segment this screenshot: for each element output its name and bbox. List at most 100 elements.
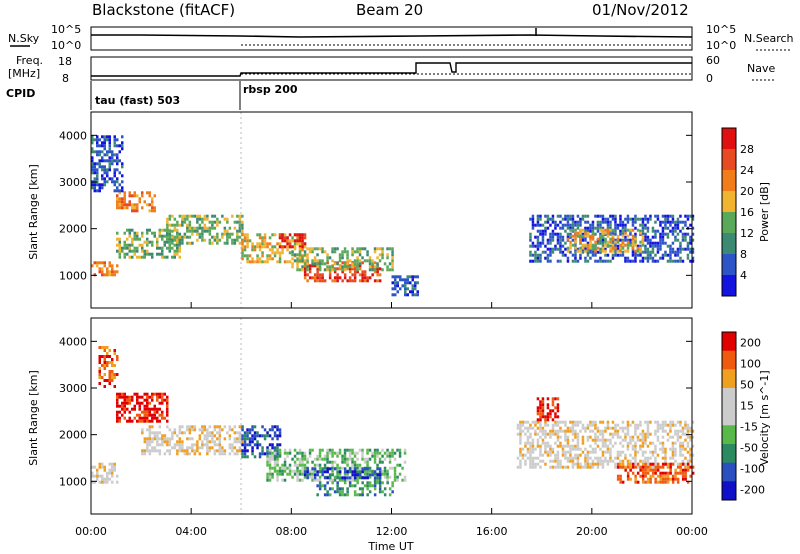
power-cell-10 [561, 226, 565, 230]
power-cell-2 [146, 191, 149, 195]
power-cell-1 [131, 240, 134, 244]
power-cell-10 [644, 247, 647, 251]
velocity-cell-9 [556, 409, 560, 413]
power-cell-4 [206, 214, 209, 218]
velocity-cell-5 [371, 454, 374, 458]
power-cell-10 [569, 217, 572, 221]
velocity-cell-10 [669, 471, 672, 475]
velocity-cell-8 [519, 465, 522, 469]
velocity-cell-8 [661, 447, 665, 451]
power-cell-8 [361, 247, 364, 251]
velocity-cell-5 [383, 466, 387, 470]
velocity-cell-5 [386, 448, 389, 452]
velocity-cell-5 [331, 460, 334, 464]
velocity-cell-0 [106, 480, 109, 484]
velocity-cell-2 [148, 407, 151, 411]
power-cell-10 [636, 217, 640, 221]
power-cell-9 [394, 287, 397, 291]
power-cell-10 [541, 238, 545, 242]
power-cell-4 [181, 217, 184, 221]
power-cell-10 [549, 241, 552, 245]
power-cell-10 [566, 217, 570, 221]
power-cell-10 [561, 217, 565, 221]
power-cell-8 [346, 250, 349, 254]
power-cell-10 [676, 259, 680, 263]
power-cell-10 [684, 232, 687, 236]
velocity-cell-5 [348, 451, 352, 455]
power-cell-10 [544, 232, 547, 236]
power-cell-0 [108, 264, 111, 268]
velocity-cell-8 [661, 435, 665, 439]
velocity-cell-8 [684, 456, 687, 460]
power-cell-7 [361, 279, 364, 283]
velocity-cell-3 [178, 443, 182, 447]
velocity-cell-1 [106, 352, 109, 355]
power-cell-10 [606, 217, 610, 221]
velocity-cell-8 [544, 423, 547, 427]
power-cell-10 [591, 253, 595, 257]
velocity-cell-5 [353, 478, 357, 482]
power-cell-9 [411, 278, 414, 282]
velocity-cell-8 [579, 429, 582, 433]
power-cell-1 [148, 252, 151, 256]
power-cell-4 [221, 232, 224, 236]
power-cell-6 [286, 236, 289, 240]
freq-label-2: [MHz] [8, 67, 40, 80]
power-cell-9 [411, 287, 414, 291]
velocity-cell-5 [336, 472, 339, 476]
velocity-cell-8 [634, 453, 637, 457]
velocity-cell-8 [561, 429, 565, 433]
velocity-cell-0 [111, 471, 114, 475]
velocity-cell-5 [338, 478, 342, 482]
power-cell-11 [606, 243, 610, 247]
power-cell-5 [296, 257, 299, 261]
velocity-cell-4 [278, 443, 282, 447]
power-cell-11 [636, 228, 640, 232]
velocity-cell-8 [634, 462, 637, 466]
velocity-cell-10 [641, 462, 645, 466]
velocity-cell-1 [103, 373, 106, 376]
velocity-cell-6 [353, 470, 357, 474]
power-cell-10 [649, 217, 652, 221]
power-cell-8 [343, 262, 347, 266]
velocity-cell-8 [554, 429, 557, 433]
velocity-cell-4 [273, 431, 277, 435]
velocity-cell-8 [641, 432, 645, 436]
velocity-cell-8 [574, 423, 577, 427]
power-cell-10 [659, 232, 662, 236]
velocity-cell-8 [606, 420, 610, 424]
power-cell-2 [148, 191, 151, 195]
velocity-cell-3 [231, 428, 234, 432]
power-cell-5 [266, 254, 269, 258]
velocity-cell-8 [599, 432, 602, 436]
power-cell-11 [604, 228, 607, 232]
power-cell-10 [651, 256, 655, 260]
velocity-cell-10 [659, 474, 662, 478]
velocity-cell-5 [388, 475, 392, 479]
power-cell-11 [609, 228, 612, 232]
power-cell-10 [639, 217, 642, 221]
power-cell-8 [328, 256, 332, 260]
velocity-cell-8 [606, 447, 610, 451]
velocity-cell-8 [534, 423, 537, 427]
velocity-cell-2 [156, 410, 159, 414]
power-cell-3 [108, 159, 111, 163]
power-cell-10 [584, 226, 587, 230]
velocity-cell-7 [353, 490, 357, 494]
velocity-cell-1 [101, 376, 104, 379]
power-cell-8 [368, 256, 372, 260]
power-cell-10 [689, 235, 692, 239]
power-cell-5 [276, 242, 279, 246]
power-cell-10 [529, 235, 532, 239]
velocity-cell-8 [571, 447, 575, 451]
velocity-cell-1 [103, 349, 106, 352]
power-cell-10 [601, 217, 605, 221]
velocity-cell-8 [574, 435, 577, 439]
velocity-cell-8 [594, 432, 597, 436]
power-cell-8 [373, 268, 377, 272]
velocity-cell-5 [331, 451, 334, 455]
velocity-cell-8 [686, 459, 690, 463]
power-cell-9 [414, 281, 417, 285]
velocity-cell-2 [143, 419, 146, 423]
velocity-cell-4 [271, 446, 274, 450]
